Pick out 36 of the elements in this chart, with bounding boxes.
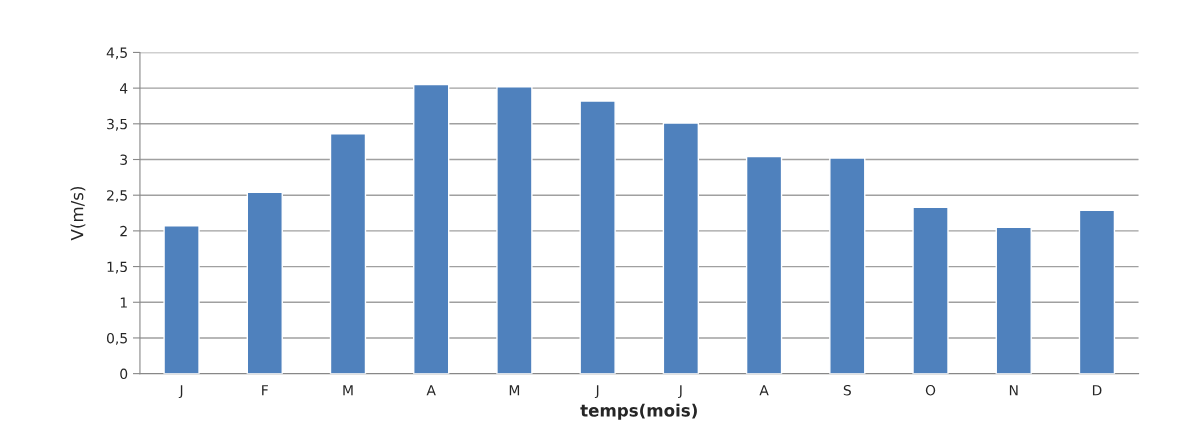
x-tick-label: O [925,384,936,396]
bar [496,86,533,374]
bar [163,225,200,374]
y-tick-label: 0 [120,368,128,380]
y-tick-label: 2,5 [107,190,127,203]
bar [246,191,283,374]
y-tick-label: 2 [120,225,127,237]
bar [579,100,616,374]
x-tick-label: F [262,385,268,396]
bar [413,83,450,374]
bar [912,206,949,374]
x-tick-label: J [678,385,682,399]
y-tick-label: 1,5 [107,261,127,274]
bar [329,133,367,374]
y-tick-label: 1 [120,297,127,308]
x-tick-label: M [343,385,353,396]
x-tick-label: S [843,384,851,396]
y-tick-label: 4,5 [106,47,127,60]
y-tick-label: 4 [119,83,128,94]
x-tick-label: J [594,385,599,399]
x-tick-label: N [1009,385,1018,396]
x-tick-label: D [1092,385,1102,396]
x-tick-label: A [759,385,769,396]
y-axis-title: V(m/s) [70,187,86,241]
x-axis-title: temps(mois) [580,403,697,420]
x-tick-label: M [509,385,520,396]
y-tick-label: 3 [120,154,128,165]
y-tick-label: 0,5 [106,332,127,345]
bar [745,155,783,374]
bar [662,122,700,374]
bar [995,226,1032,374]
bar [1078,209,1116,374]
x-tick-label: A [426,385,436,396]
x-tick-label: J [178,385,183,399]
bar [829,157,866,374]
y-tick-label: 3,5 [107,118,127,131]
